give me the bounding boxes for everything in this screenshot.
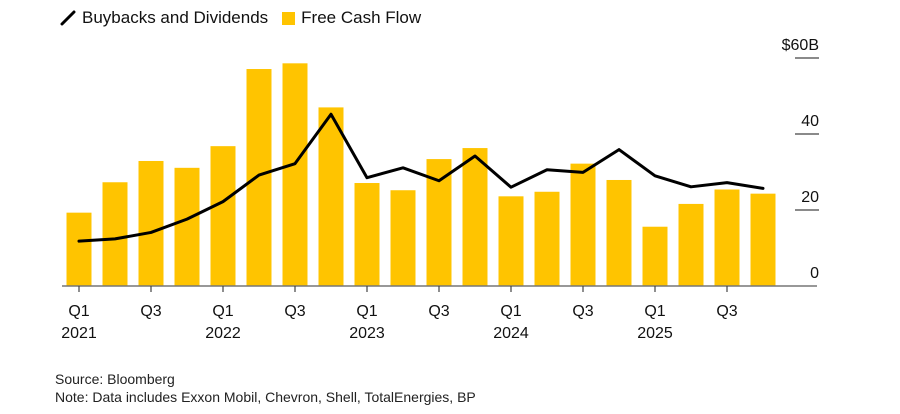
bar-q2-2023	[390, 190, 416, 286]
x-tick-label: Q1	[356, 303, 377, 320]
x-tick-label: Q3	[572, 303, 593, 320]
legend: Buybacks and Dividends Free Cash Flow	[60, 6, 435, 30]
y-tick-label: $60B	[782, 37, 819, 54]
bar-q3-2024	[570, 163, 596, 286]
x-tick-label: Q3	[716, 303, 737, 320]
chart: Q1 2021 Q3 Q1 2022 Q3 Q1 2023 Q3 Q1 2024 Q3 Q1 2025 Q3…	[61, 37, 819, 342]
legend-item-buybacks: Buybacks and Dividends	[60, 8, 268, 28]
x-tick-label: Q1	[212, 303, 233, 320]
x-tick-year-label: 2022	[205, 325, 241, 342]
legend-line-icon	[60, 10, 76, 26]
bar-q2-2024	[534, 191, 560, 286]
x-tick-year-label: 2025	[637, 325, 673, 342]
x-tick-label: Q1	[644, 303, 665, 320]
bar-q2-2025	[678, 203, 704, 286]
y-tick-label: 0	[810, 265, 819, 282]
x-tick-label: Q3	[140, 303, 161, 320]
x-tick-year-label: 2023	[349, 325, 385, 342]
x-tick-label: Q1	[500, 303, 521, 320]
y-axis: $60B 40 20 0	[782, 37, 819, 282]
x-tick-label: Q3	[428, 303, 449, 320]
y-tick-label: 20	[801, 189, 819, 206]
data-note: Note: Data includes Exxon Mobil, Chevron…	[55, 389, 476, 405]
bar-q4-2024	[606, 179, 632, 286]
bar-q3-2025	[714, 189, 740, 286]
bar-q1-2021	[66, 212, 92, 286]
y-tick-label: 40	[801, 113, 819, 130]
x-axis: Q1 2021 Q3 Q1 2022 Q3 Q1 2023 Q3 Q1 2024 Q3 Q1 2025 Q3	[61, 285, 817, 342]
bars-group	[66, 63, 776, 287]
bar-q2-2021	[102, 182, 128, 286]
bar-q4-2025	[750, 193, 776, 286]
bar-q4-2023	[462, 148, 488, 286]
legend-item-fcf: Free Cash Flow	[282, 8, 421, 28]
x-tick-year-label: 2024	[493, 325, 529, 342]
x-tick-year-label: 2021	[61, 325, 97, 342]
x-tick-label: Q3	[284, 303, 305, 320]
source-note: Source: Bloomberg	[55, 371, 175, 387]
bar-q3-2021	[138, 160, 164, 286]
bar-q1-2022	[210, 146, 236, 286]
legend-label-buybacks: Buybacks and Dividends	[82, 8, 269, 27]
legend-label-fcf: Free Cash Flow	[301, 8, 422, 27]
bar-q4-2021	[174, 167, 200, 286]
bar-q1-2024	[498, 196, 524, 286]
bar-q2-2022	[246, 69, 272, 287]
bar-q3-2022	[282, 63, 308, 286]
bar-q1-2025	[642, 226, 668, 286]
bar-q4-2022	[318, 107, 344, 287]
line-group	[77, 112, 765, 243]
legend-swatch-icon	[282, 11, 296, 25]
bar-q1-2023	[354, 183, 380, 286]
x-tick-label: Q1	[68, 303, 89, 320]
buybacks-line	[77, 112, 765, 243]
